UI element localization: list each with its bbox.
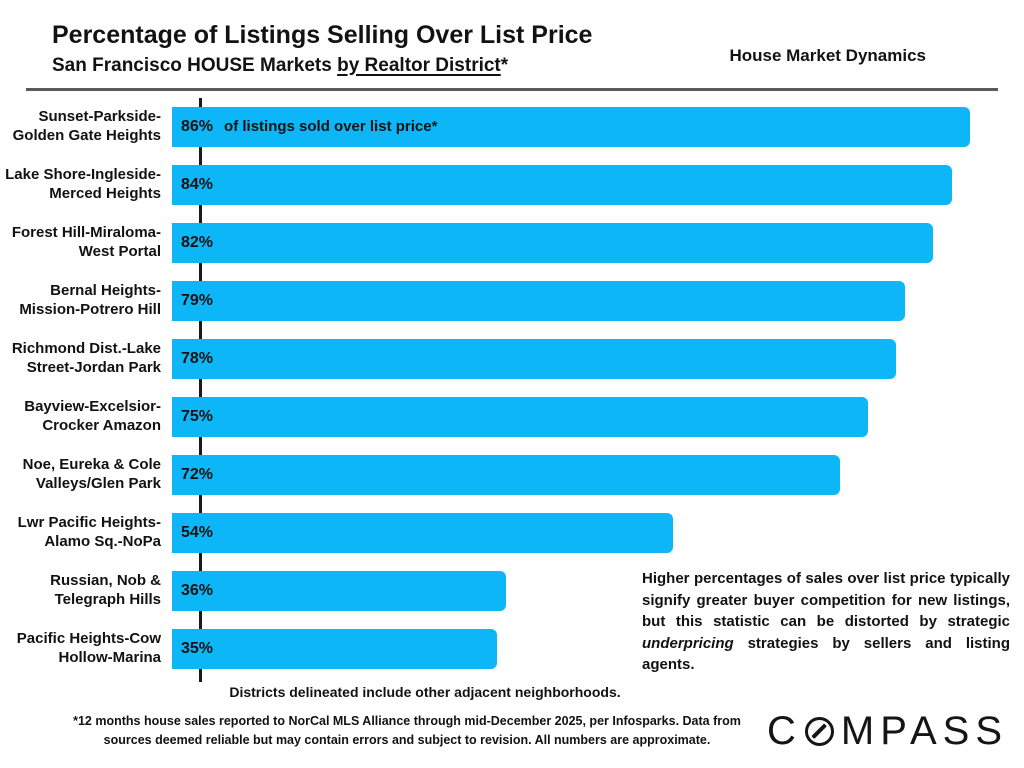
bar: 86% of listings sold over list price* [172, 106, 971, 147]
bar: 79% [172, 280, 906, 321]
chart-row: Sunset-Parkside- Golden Gate Heights 86%… [0, 98, 1024, 156]
bar: 78% [172, 338, 897, 379]
district-label: Bayview-Excelsior- Crocker Amazon [24, 397, 161, 434]
district-label: Russian, Nob & Telegraph Hills [50, 571, 161, 608]
bar-value: 84% [181, 175, 214, 193]
bar-value: 79% [181, 291, 214, 309]
bar-track: 84% [172, 164, 1005, 205]
district-label: Sunset-Parkside- Golden Gate Heights [12, 107, 161, 144]
bar-value: 78% [181, 349, 214, 367]
bar-track: 35% [172, 628, 1005, 669]
district-label: Richmond Dist.-Lake Street-Jordan Park [11, 339, 161, 376]
annotation-part1: Higher percentages of sales over list pr… [642, 570, 1010, 631]
bar: 72% [172, 454, 841, 495]
compass-logo: C MPASS [767, 709, 1008, 754]
district-label: Lwr Pacific Heights- Alamo Sq.-NoPa [17, 513, 161, 550]
header-left: Percentage of Listings Selling Over List… [52, 21, 593, 77]
annotation-italic-word: underpricing [642, 634, 734, 652]
district-label: Bernal Heights- Mission-Potrero Hill [19, 281, 161, 318]
bar-track: 54% [172, 512, 1005, 553]
compass-o-icon [804, 716, 834, 746]
bar-note: of listings sold over list price* [224, 118, 438, 135]
bar: 84% [172, 164, 952, 205]
subtitle-underlined: by Realtor District [337, 54, 501, 76]
chart-row: Lake Shore-Ingleside- Merced Heights 84% [0, 156, 1024, 214]
bar-track: 86% of listings sold over list price* [172, 106, 1005, 147]
bar-rows: Sunset-Parkside- Golden Gate Heights 86%… [0, 98, 1024, 678]
bar-value: 82% [181, 233, 214, 251]
district-label: Lake Shore-Ingleside- Merced Heights [5, 165, 161, 202]
y-axis-line [199, 97, 202, 682]
bar-value: 54% [181, 523, 214, 541]
district-label: Forest Hill-Miraloma- West Portal [11, 223, 161, 260]
bar-value: 72% [181, 465, 214, 483]
bar-value: 75% [181, 407, 214, 425]
chart-row: Bayview-Excelsior- Crocker Amazon 75% [0, 388, 1024, 446]
bar-value: 35% [181, 639, 214, 657]
chart-row: Forest Hill-Miraloma- West Portal 82% [0, 214, 1024, 272]
chart-caption: Districts delineated include other adjac… [229, 683, 621, 700]
chart-row: Bernal Heights- Mission-Potrero Hill 79% [0, 272, 1024, 330]
bar-value: 86% [181, 117, 214, 135]
annotation-part2: strategies by sellers and listing agents… [642, 634, 1010, 674]
compass-needle-icon [811, 723, 828, 739]
subtitle-prefix: San Francisco HOUSE Markets [52, 54, 338, 76]
page-title: Percentage of Listings Selling Over List… [52, 21, 593, 49]
logo-suffix: MPASS [840, 708, 1008, 753]
district-label: Pacific Heights-Cow Hollow-Marina [16, 629, 161, 666]
header-divider [26, 87, 998, 91]
bar-track: 36% [172, 570, 1005, 611]
bar-value: 36% [181, 581, 214, 599]
page-subtitle: San Francisco HOUSE Markets by Realtor D… [52, 55, 592, 77]
bar: 35% [172, 628, 497, 669]
footnote: *12 months house sales reported to NorCa… [73, 714, 741, 747]
bar-track: 75% [172, 396, 1005, 437]
district-label: Noe, Eureka & Cole Valleys/Glen Park [22, 455, 161, 492]
bar: 54% [172, 512, 674, 553]
logo-prefix: C [767, 708, 802, 753]
subtitle-asterisk: * [500, 54, 509, 76]
bar: 36% [172, 570, 507, 611]
bar-track: 78% [172, 338, 1005, 379]
bar-chart: Sunset-Parkside- Golden Gate Heights 86%… [0, 97, 1024, 682]
chart-row: Richmond Dist.-Lake Street-Jordan Park 7… [0, 330, 1024, 388]
header-right-label: House Market Dynamics [729, 46, 926, 65]
bar: 82% [172, 222, 934, 263]
bar-track: 79% [172, 280, 1005, 321]
bar-track: 72% [172, 454, 1005, 495]
annotation-text: Higher percentages of sales over list pr… [642, 568, 1010, 675]
bar-track: 82% [172, 222, 1005, 263]
header: Percentage of Listings Selling Over List… [0, 0, 1024, 77]
chart-row: Pacific Heights-Cow Hollow-Marina 35% [0, 620, 1024, 678]
bottom-strip: *12 months house sales reported to NorCa… [0, 709, 1024, 754]
bar: 75% [172, 396, 869, 437]
chart-row: Russian, Nob & Telegraph Hills 36% [0, 562, 1024, 620]
chart-row: Noe, Eureka & Cole Valleys/Glen Park 72% [0, 446, 1024, 504]
chart-row: Lwr Pacific Heights- Alamo Sq.-NoPa 54% [0, 504, 1024, 562]
